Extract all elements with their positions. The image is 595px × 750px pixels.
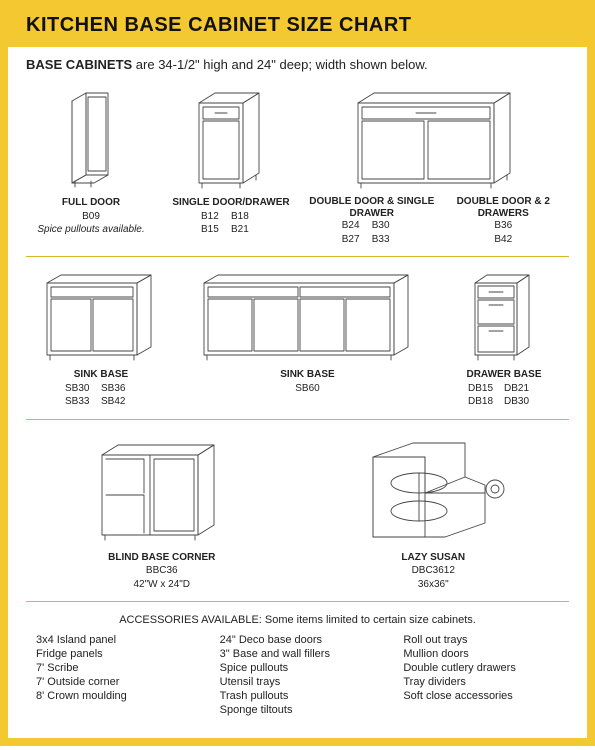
acc-col-1: 3x4 Island panel Fridge panels 7' Scribe… (36, 634, 192, 718)
label: SINK BASE (26, 368, 176, 382)
chart-page: KITCHEN BASE CABINET SIZE CHART BASE CAB… (0, 0, 595, 746)
diagram-blind-base-corner (26, 432, 298, 547)
codes: DB15DB21 DB18DB30 (468, 382, 540, 409)
diagram-lazy-susan (298, 432, 570, 547)
accessories-header: ACCESSORIES AVAILABLE: Some items limite… (26, 614, 569, 626)
code: BBC36 (26, 564, 298, 578)
cell-blind-base-corner: BLIND BASE CORNER BBC36 42"W x 24"D (26, 432, 298, 592)
code: SB60 (176, 382, 439, 396)
code: B09 (26, 210, 156, 224)
dim: 42"W x 24"D (26, 578, 298, 592)
row-2: SINK BASE SB30SB36 SB33SB42 (26, 269, 569, 420)
row-1: FULL DOOR B09 Spice pullouts available. (26, 82, 569, 257)
diagram-single-door-drawer (156, 82, 306, 192)
label: SINGLE DOOR/DRAWER (156, 196, 306, 210)
accessories-columns: 3x4 Island panel Fridge panels 7' Scribe… (26, 634, 569, 724)
chart-body: BASE CABINETS are 34-1/2" high and 24" d… (8, 47, 587, 738)
dim: 36x36" (298, 578, 570, 592)
codes: B36 B42 (438, 219, 570, 246)
diagram-full-door (26, 82, 156, 192)
code: DBC3612 (298, 564, 570, 578)
row-3: BLIND BASE CORNER BBC36 42"W x 24"D (26, 432, 569, 603)
diagram-drawer-base (439, 269, 569, 364)
diagram-sink-base-small (26, 269, 176, 364)
label: SINK BASE (176, 368, 439, 382)
cell-full-door: FULL DOOR B09 Spice pullouts available. (26, 82, 156, 246)
label: LAZY SUSAN (298, 551, 570, 565)
note: Spice pullouts available. (26, 223, 156, 237)
codes: B12B18 B15B21 (201, 210, 261, 237)
acc-col-3: Roll out trays Mullion doors Double cutl… (403, 634, 559, 718)
title-bar: KITCHEN BASE CABINET SIZE CHART (8, 8, 587, 47)
subhead-bold: BASE CABINETS (26, 57, 132, 72)
diagram-double-door (306, 82, 569, 192)
diagram-sink-base-large (176, 269, 439, 364)
chart-title: KITCHEN BASE CABINET SIZE CHART (26, 14, 569, 37)
codes: SB30SB36 SB33SB42 (65, 382, 137, 409)
label: FULL DOOR (26, 196, 156, 210)
label: DOUBLE DOOR & 2 DRAWERS (438, 196, 570, 219)
cell-sink-base-large: SINK BASE SB60 (176, 269, 439, 409)
codes: B24B30 B27B33 (342, 219, 402, 246)
label: DRAWER BASE (439, 368, 569, 382)
cell-drawer-base: DRAWER BASE DB15DB21 DB18DB30 (439, 269, 569, 409)
cell-single-door-drawer: SINGLE DOOR/DRAWER B12B18 B15B21 (156, 82, 306, 246)
subhead-rest: are 34-1/2" high and 24" deep; width sho… (132, 57, 427, 72)
label: DOUBLE DOOR & SINGLE DRAWER (306, 196, 438, 219)
cell-lazy-susan: LAZY SUSAN DBC3612 36x36" (298, 432, 570, 592)
cell-double-door-combined: DOUBLE DOOR & SINGLE DRAWER B24B30 B27B3… (306, 82, 569, 246)
subheading: BASE CABINETS are 34-1/2" high and 24" d… (26, 57, 569, 72)
cell-sink-base-small: SINK BASE SB30SB36 SB33SB42 (26, 269, 176, 409)
acc-col-2: 24" Deco base doors 3" Base and wall fil… (220, 634, 376, 718)
label: BLIND BASE CORNER (26, 551, 298, 565)
